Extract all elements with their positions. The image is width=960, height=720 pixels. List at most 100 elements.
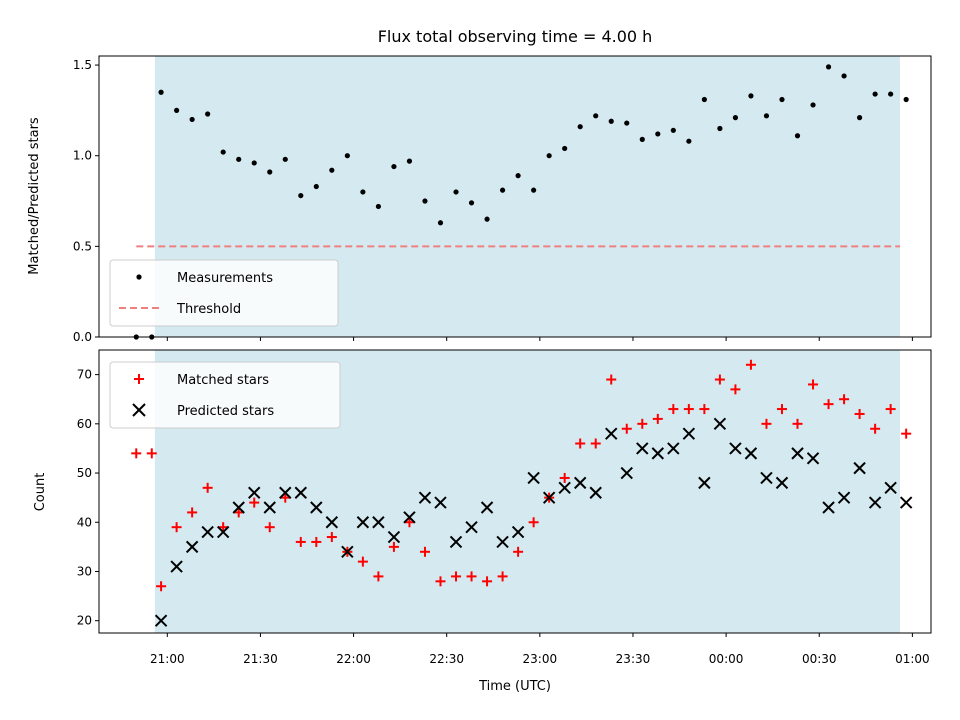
matched-star-point	[466, 571, 477, 582]
legend-measurements-marker	[136, 274, 142, 280]
predicted-star-point	[744, 447, 758, 460]
ratio-y-axis-label: Matched/Predicted stars	[27, 117, 42, 275]
matched-star-point	[435, 576, 446, 587]
predicted-star-point	[589, 486, 602, 499]
measurement-point	[562, 145, 568, 152]
predicted-star-point	[713, 417, 727, 431]
predicted-star-point	[263, 501, 276, 514]
ratio-panel: 0.0 0.5 1.0 1.5 Matched/Predicted stars Mea…	[27, 55, 932, 344]
ratio-y-ticks: 0.0 0.5 1.0 1.5	[73, 58, 99, 344]
matched-star-point	[202, 482, 213, 493]
predicted-star-point	[868, 496, 882, 509]
matched-star-point	[482, 576, 493, 587]
x-tick-label: 22:30	[429, 652, 464, 666]
predicted-star-point	[310, 501, 323, 514]
measurement-point	[313, 183, 319, 190]
predicted-star-point	[496, 535, 509, 549]
measurement-point	[825, 64, 832, 70]
matched-star-point	[295, 536, 306, 547]
x-tick-label: 21:00	[150, 652, 185, 666]
measurement-point	[158, 89, 164, 95]
measurement-point	[236, 156, 242, 162]
predicted-star-point	[294, 486, 307, 499]
y-tick-label: 1.5	[73, 58, 92, 72]
predicted-star-point	[248, 486, 261, 499]
matched-star-point	[652, 413, 663, 424]
measurement-point	[251, 160, 257, 166]
matched-star-point	[559, 472, 570, 483]
measurement-point	[468, 200, 475, 206]
predicted-star-point	[682, 427, 696, 440]
y-tick-label: 0.0	[73, 330, 92, 344]
measurement-point	[888, 91, 894, 97]
predicted-star-point	[651, 447, 665, 460]
matched-star-point	[187, 507, 198, 518]
count-y-ticks: 20 30 40 50 60 70	[77, 368, 99, 628]
predicted-star-point	[434, 496, 447, 509]
measurement-point	[810, 102, 816, 108]
measurement-point	[624, 120, 630, 126]
matched-star-point	[357, 556, 368, 567]
measurement-point	[546, 153, 552, 159]
predicted-star-point	[418, 491, 432, 504]
ratio-x-ticks	[166, 337, 913, 341]
legend-matched-marker	[134, 374, 144, 384]
predicted-star-point	[698, 476, 711, 490]
predicted-star-point	[511, 525, 525, 539]
measurement-point	[748, 93, 754, 99]
x-tick-label: 23:00	[523, 652, 558, 666]
measurement-point	[453, 189, 459, 195]
measurement-point	[174, 107, 180, 113]
matched-star-point	[792, 418, 803, 429]
predicted-star-point	[542, 491, 556, 504]
matched-star-point	[637, 418, 648, 429]
predicted-star-point	[201, 525, 214, 539]
predicted-star-point	[806, 452, 820, 465]
count-y-axis-label: Count	[33, 473, 48, 512]
measurement-point	[763, 113, 770, 119]
y-tick-label: 60	[77, 417, 92, 431]
measurement-point	[732, 115, 739, 121]
measurement-point	[422, 198, 428, 204]
measurement-point	[593, 113, 599, 119]
measurement-point	[856, 115, 863, 121]
matched-star-point	[776, 404, 787, 415]
measurement-point	[406, 158, 413, 164]
legend-threshold-label: Threshold	[176, 302, 241, 317]
measurement-point	[639, 136, 645, 142]
matched-star-point	[683, 404, 694, 415]
y-tick-label: 70	[77, 368, 92, 382]
measurement-point	[329, 167, 335, 173]
predicted-star-point	[729, 442, 742, 455]
predicted-star-point	[279, 486, 292, 499]
matched-star-point	[839, 394, 850, 405]
measurement-point	[515, 173, 521, 179]
predicted-star-point	[775, 476, 789, 490]
matched-star-point	[575, 438, 586, 449]
matched-star-point	[901, 428, 912, 439]
predicted-star-point	[356, 516, 370, 529]
matched-star-point	[606, 374, 617, 385]
ratio-panel-frame	[98, 55, 932, 338]
predicted-star-point	[170, 560, 183, 573]
matched-star-point	[419, 546, 430, 557]
measurement-point	[670, 127, 676, 133]
predicted-star-point	[636, 442, 649, 455]
legend-measurements-label: Measurements	[177, 271, 273, 286]
ratio-legend-box	[109, 259, 339, 327]
matched-star-point	[326, 532, 337, 543]
count-panel: 20 30 40 50 60 70 21:00 21:30 22:00 22:30 23:00 23…	[33, 349, 932, 694]
x-tick-label: 23:30	[616, 652, 651, 666]
predicted-star-point	[185, 540, 199, 554]
y-tick-label: 20	[77, 614, 92, 628]
legend-predicted-label: Predicted stars	[177, 404, 274, 419]
matched-star-point	[885, 404, 896, 415]
predicted-star-point	[620, 466, 633, 480]
x-tick-label: 00:30	[802, 652, 837, 666]
y-tick-label: 0.5	[73, 239, 92, 253]
measurement-point	[655, 131, 661, 137]
matched-star-point	[621, 423, 632, 434]
x-axis-label: Time (UTC)	[478, 679, 551, 694]
measurement-point	[267, 169, 273, 175]
matched-star-point	[497, 571, 508, 582]
